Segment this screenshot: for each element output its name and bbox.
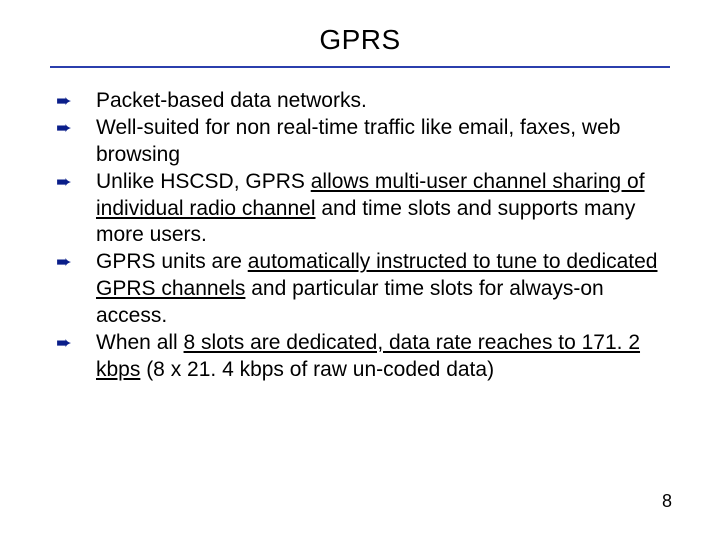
list-item: ➨ Unlike HSCSD, GPRS allows multi-user c… bbox=[50, 169, 670, 250]
list-item: ➨ When all 8 slots are dedicated, data r… bbox=[50, 330, 670, 384]
bullet-text: Well-suited for non real-time traffic li… bbox=[96, 116, 620, 166]
bullet-list: ➨ Packet-based data networks. ➨ Well-sui… bbox=[50, 88, 670, 384]
list-item: ➨ Packet-based data networks. bbox=[50, 88, 670, 115]
bullet-text-pre: GPRS units are bbox=[96, 250, 248, 273]
bullet-text-pre: Unlike HSCSD, GPRS bbox=[96, 170, 311, 193]
bullet-text: Packet-based data networks. bbox=[96, 89, 367, 112]
arrow-icon: ➨ bbox=[56, 332, 72, 356]
list-item: ➨ GPRS units are automatically instructe… bbox=[50, 249, 670, 330]
list-item: ➨ Well-suited for non real-time traffic … bbox=[50, 115, 670, 169]
bullet-text-pre: When all bbox=[96, 331, 184, 354]
arrow-icon: ➨ bbox=[56, 90, 72, 114]
page-number: 8 bbox=[662, 491, 672, 512]
arrow-icon: ➨ bbox=[56, 117, 72, 141]
slide: GPRS ➨ Packet-based data networks. ➨ Wel… bbox=[0, 0, 720, 540]
arrow-icon: ➨ bbox=[56, 171, 72, 195]
bullet-text-post: (8 x 21. 4 kbps of raw un-coded data) bbox=[140, 358, 494, 381]
title-rule bbox=[50, 66, 670, 68]
slide-title: GPRS bbox=[50, 24, 670, 56]
arrow-icon: ➨ bbox=[56, 251, 72, 275]
